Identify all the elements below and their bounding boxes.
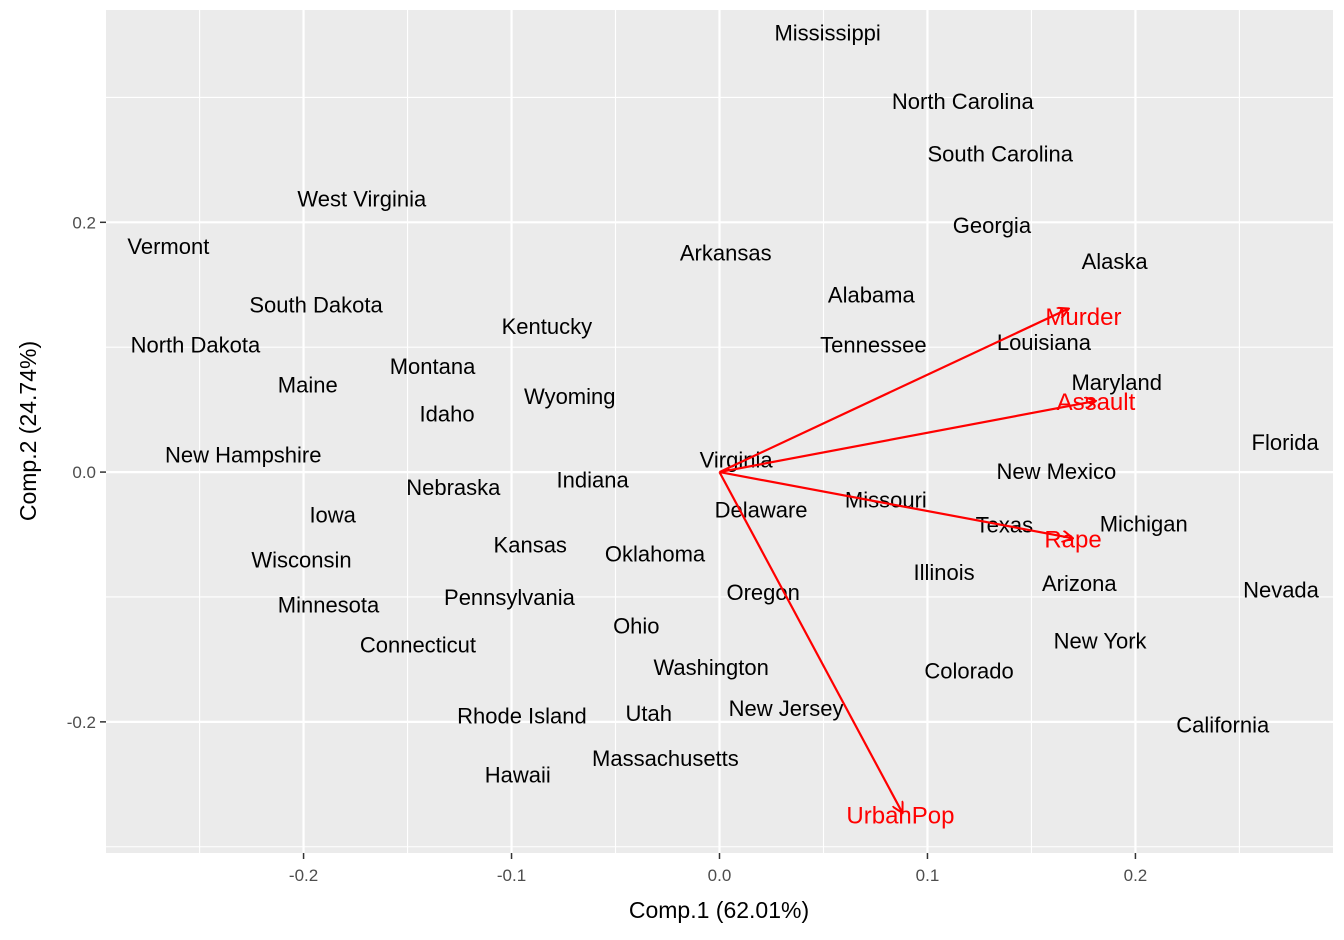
state-label: Nebraska (406, 475, 501, 500)
x-tick-label: -0.2 (289, 866, 318, 885)
state-label: Louisiana (997, 330, 1092, 355)
state-label: South Carolina (927, 142, 1073, 167)
loading-label: Murder (1045, 304, 1121, 331)
loading-label: Assault (1057, 389, 1136, 416)
loading-arrow (718, 471, 903, 813)
state-label: West Virginia (297, 187, 427, 212)
state-label: North Dakota (131, 333, 261, 358)
state-label: Arizona (1042, 571, 1117, 596)
state-label: Wisconsin (251, 548, 351, 573)
state-label: Maine (278, 373, 338, 398)
state-label: California (1176, 712, 1270, 737)
x-tick-label: -0.1 (497, 866, 526, 885)
state-label: Delaware (715, 498, 808, 523)
state-label: Mississippi (774, 20, 880, 45)
x-tick-label: 0.2 (1124, 866, 1148, 885)
grid-major (106, 10, 1333, 853)
state-label: Ohio (613, 614, 659, 639)
state-label: Rhode Island (457, 704, 587, 729)
state-label: New Jersey (729, 696, 844, 721)
state-label: Hawaii (485, 762, 551, 787)
state-label: Nevada (1243, 577, 1320, 602)
loading-labels: Murder Assault Rape UrbanPop (846, 304, 1135, 829)
x-tick-label: 0.1 (916, 866, 940, 885)
state-label: Kansas (494, 533, 567, 558)
y-tick-label: 0.0 (72, 463, 96, 482)
state-label: Colorado (924, 659, 1013, 684)
state-label: Utah (626, 701, 672, 726)
loading-arrows (718, 308, 1096, 813)
loading-label: Rape (1044, 526, 1101, 553)
state-label: Idaho (420, 401, 475, 426)
y-tick-label: -0.2 (67, 713, 96, 732)
state-label: New York (1054, 629, 1148, 654)
state-label: New Hampshire (165, 443, 322, 468)
state-label: Alaska (1082, 249, 1149, 274)
state-label: Alabama (828, 283, 916, 308)
y-axis-title: Comp.2 (24.74%) (15, 341, 41, 521)
state-label: New Mexico (996, 459, 1116, 484)
state-label: Arkansas (680, 240, 772, 265)
x-axis-ticks: -0.2 -0.1 0.0 0.1 0.2 (289, 853, 1147, 885)
x-tick-label: 0.0 (708, 866, 732, 885)
y-axis-ticks: -0.2 0.0 0.2 (67, 213, 106, 732)
state-label: Maryland (1071, 370, 1161, 395)
state-label: Indiana (557, 468, 630, 493)
loading-arrow (719, 401, 1096, 474)
state-label: Oklahoma (605, 541, 706, 566)
state-label: Minnesota (278, 592, 380, 617)
y-tick-label: 0.2 (72, 213, 96, 232)
loading-arrow (719, 308, 1069, 474)
state-label: Georgia (953, 213, 1032, 238)
state-label: Connecticut (360, 632, 476, 657)
state-label: North Carolina (892, 89, 1035, 114)
state-label: Vermont (127, 234, 209, 259)
loading-arrow (719, 471, 1074, 538)
state-label: Iowa (309, 503, 356, 528)
state-label: Montana (390, 354, 476, 379)
loading-label: UrbanPop (846, 802, 954, 829)
state-label: Illinois (914, 560, 975, 585)
state-label: Massachusetts (592, 746, 739, 771)
state-labels: Mississippi North Carolina South Carolina W… (127, 20, 1319, 787)
state-label: Florida (1252, 430, 1320, 455)
state-label: Wyoming (524, 384, 616, 409)
state-label: Washington (653, 655, 768, 680)
state-label: Tennessee (820, 333, 926, 358)
x-axis-title: Comp.1 (62.01%) (629, 897, 809, 923)
state-label: Michigan (1100, 511, 1188, 536)
state-label: South Dakota (249, 293, 383, 318)
state-label: Pennsylvania (444, 585, 576, 610)
state-label: Kentucky (502, 314, 593, 339)
